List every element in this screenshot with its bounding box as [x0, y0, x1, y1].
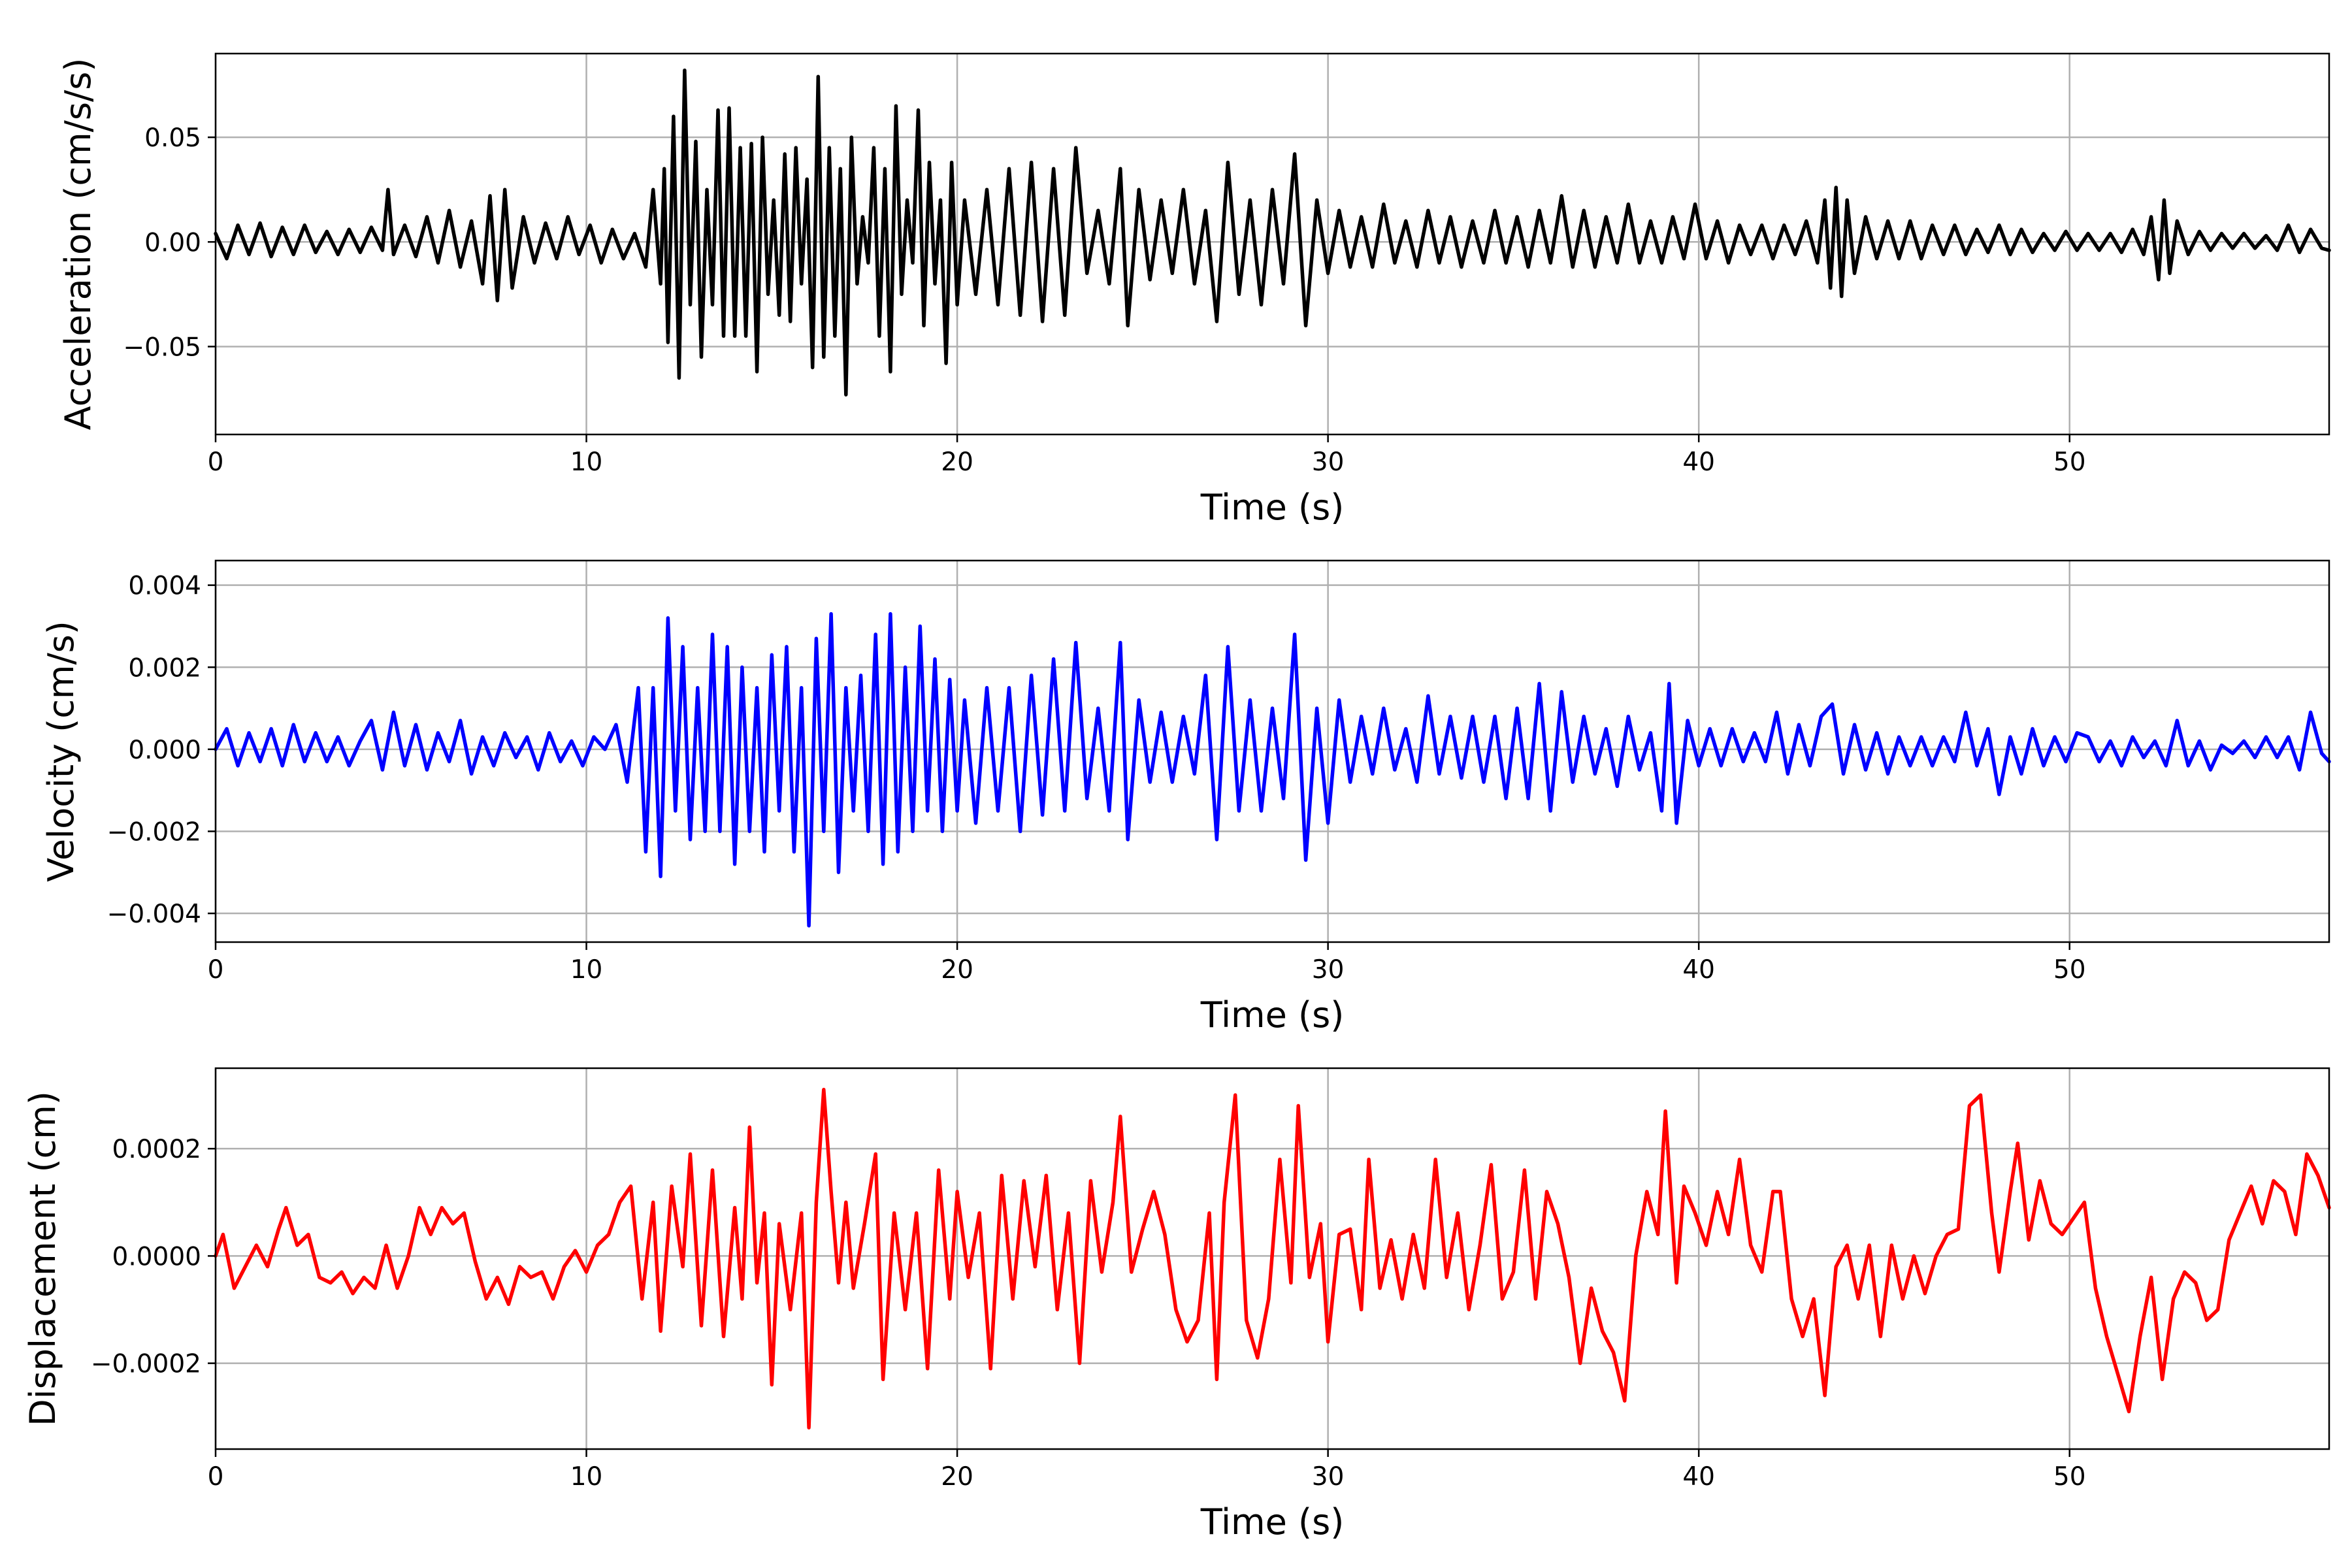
velocity-x-axis-label: Time (s)	[1200, 994, 1345, 1036]
displacement-grid	[214, 1068, 2329, 1449]
velocity-series-group	[214, 612, 2331, 928]
velocity-x-tick-label: 40	[1682, 955, 1715, 985]
displacement-panel: 0 10 20 30 40 50 −0.0002 0.0000 0.0002 Time (s)…	[22, 1067, 2331, 1543]
displacement-x-tick-label: 30	[1312, 1462, 1345, 1492]
velocity-y-tick-label: −0.004	[107, 900, 201, 929]
acceleration-panel: 0 10 20 30 40 50 −0.05 0.00 0.05 Time (s) Accel…	[57, 52, 2331, 528]
acceleration-series-group	[214, 68, 2331, 397]
velocity-series-line	[214, 612, 2331, 928]
displacement-x-tick-label: 0	[208, 1462, 224, 1492]
acceleration-y-axis-label: Acceleration (cm/s/s)	[57, 58, 99, 431]
velocity-axes-frame	[214, 559, 2330, 943]
displacement-y-tick-label: −0.0002	[91, 1350, 201, 1379]
displacement-y-ticks: −0.0002 0.0000 0.0002	[91, 1135, 216, 1379]
displacement-y-axis-label: Displacement (cm)	[22, 1091, 63, 1426]
displacement-x-axis-label: Time (s)	[1200, 1501, 1345, 1543]
velocity-y-tick-label: 0.004	[128, 572, 201, 601]
displacement-axes-frame	[214, 1067, 2330, 1450]
displacement-x-tick-label: 20	[941, 1462, 973, 1492]
velocity-y-ticks: −0.004 −0.002 0.000 0.002 0.004	[107, 572, 216, 929]
velocity-y-tick-label: 0.002	[128, 653, 201, 683]
displacement-x-tick-label: 50	[2053, 1462, 2086, 1492]
velocity-x-tick-label: 30	[1312, 955, 1345, 985]
velocity-x-ticks: 0 10 20 30 40 50	[208, 942, 2086, 985]
velocity-x-tick-label: 10	[570, 955, 603, 985]
displacement-x-ticks: 0 10 20 30 40 50	[208, 1449, 2086, 1492]
acceleration-x-tick-label: 20	[941, 448, 973, 477]
acceleration-axes-frame	[214, 52, 2330, 436]
acceleration-x-tick-label: 0	[208, 448, 224, 477]
acceleration-x-tick-label: 30	[1312, 448, 1345, 477]
acceleration-y-tick-label: 0.05	[144, 123, 201, 153]
velocity-y-tick-label: −0.002	[107, 817, 201, 847]
velocity-x-tick-label: 50	[2053, 955, 2086, 985]
acceleration-x-axis-label: Time (s)	[1200, 487, 1345, 528]
displacement-series-line	[214, 1088, 2331, 1429]
displacement-x-tick-label: 40	[1682, 1462, 1715, 1492]
acceleration-series-line	[214, 68, 2331, 397]
acceleration-x-tick-label: 40	[1682, 448, 1715, 477]
velocity-x-tick-label: 20	[941, 955, 973, 985]
acceleration-y-ticks: −0.05 0.00 0.05	[123, 123, 216, 362]
displacement-series-group	[214, 1088, 2331, 1429]
velocity-y-axis-label: Velocity (cm/s)	[41, 621, 82, 882]
acceleration-grid	[214, 54, 2329, 434]
velocity-y-tick-label: 0.000	[128, 736, 201, 765]
acceleration-x-ticks: 0 10 20 30 40 50	[208, 434, 2086, 477]
velocity-x-tick-label: 0	[208, 955, 224, 985]
acceleration-x-tick-label: 10	[570, 448, 603, 477]
acceleration-y-tick-label: −0.05	[123, 333, 201, 362]
displacement-y-tick-label: 0.0002	[112, 1135, 201, 1164]
velocity-panel: 0 10 20 30 40 50 −0.004−0.0020.0000.0020.004 …	[41, 559, 2331, 1036]
displacement-x-tick-label: 10	[570, 1462, 603, 1492]
acceleration-y-tick-label: 0.00	[144, 228, 201, 257]
displacement-y-tick-label: 0.0000	[112, 1242, 201, 1271]
acceleration-x-tick-label: 50	[2053, 448, 2086, 477]
